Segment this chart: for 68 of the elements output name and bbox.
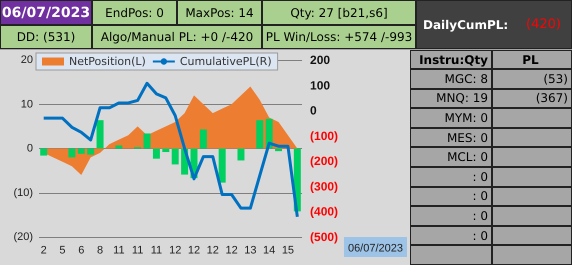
text: (420) — [516, 0, 572, 49]
text: EndPos: 0 — [92, 0, 177, 25]
y-tick-label: (10) — [13, 186, 33, 199]
bar — [172, 148, 179, 164]
text: (367) — [536, 91, 568, 106]
legend-label: CumulativePL(R) — [180, 55, 272, 68]
y2-tick-label: (100) — [310, 128, 338, 143]
x-tick-label: 13 — [244, 244, 256, 256]
y2-tick-label: 200 — [310, 53, 330, 67]
category-label: PL — [492, 50, 572, 69]
text: DD: (531) — [0, 25, 92, 49]
bar — [96, 120, 104, 148]
x-tick-label: 15 — [282, 244, 294, 256]
text: MaxPos: 14 — [177, 0, 262, 25]
y-tick-label: 0 — [26, 142, 33, 154]
category-label: : 0 — [472, 189, 488, 204]
bar — [78, 148, 85, 154]
bar — [87, 148, 94, 155]
bar — [237, 148, 244, 160]
y-tick-label: (20) — [13, 231, 33, 243]
text: 06/07/2023 — [0, 0, 92, 25]
text: Qty: 27 [b21,s6] — [262, 0, 416, 25]
x-tick-label: 12 — [206, 244, 219, 256]
bar — [162, 148, 170, 152]
text: DailyCumPL: — [416, 0, 516, 49]
x-axis-title: 06/07/2023 — [348, 242, 404, 254]
category-label: MGC: 8 — [444, 72, 488, 86]
legend-label: NetPosition(L) — [69, 55, 146, 68]
text: PL Win/Loss: +574 /-993 — [262, 25, 416, 49]
bar — [218, 148, 226, 183]
x-tick-label: 14 — [263, 244, 276, 256]
bar — [40, 148, 48, 156]
y2-tick-label: 100 — [310, 78, 330, 92]
x-tick-label: 12 — [169, 244, 182, 256]
y2-tick-label: (200) — [310, 154, 338, 168]
y2-tick-label: (300) — [310, 179, 338, 194]
category-label: MCL: 0 — [447, 150, 488, 164]
bar — [144, 133, 151, 148]
bar — [275, 148, 282, 152]
x-tick-label: 5 — [59, 244, 66, 256]
x-tick-label: 6 — [78, 244, 84, 256]
line-series — [42, 82, 299, 218]
category-label: MYM: 0 — [444, 110, 488, 125]
y2-tick-label: (400) — [310, 204, 338, 219]
bar — [68, 148, 76, 158]
bar — [152, 148, 160, 159]
x-tick-label: 8 — [97, 244, 104, 256]
category-label: : 0 — [472, 208, 488, 223]
bar — [256, 120, 264, 148]
y2-tick-label: 0 — [310, 104, 318, 118]
x-tick-label: 12 — [188, 244, 200, 256]
text: (53) — [543, 72, 568, 86]
x-tick-label: 2 — [40, 244, 47, 256]
x-tick-label: 11 — [132, 244, 144, 256]
y2-tick-label: (500) — [310, 230, 338, 244]
bar — [200, 129, 207, 148]
text: Algo/Manual PL: +0 /-420 — [92, 25, 262, 49]
category-label: Instru:Qty — [410, 50, 492, 69]
category-label: : 0 — [472, 228, 488, 243]
x-tick-label: 11 — [113, 244, 125, 256]
category-label: MES: 0 — [446, 130, 488, 145]
y-tick-label: 10 — [20, 98, 33, 110]
y-tick-label: 20 — [20, 54, 33, 66]
category-label: : 0 — [472, 170, 488, 184]
x-tick-label: 12 — [225, 244, 238, 256]
x-tick-label: 11 — [150, 244, 162, 256]
bar — [115, 145, 122, 148]
category-label: MNQ: 19 — [436, 91, 488, 106]
